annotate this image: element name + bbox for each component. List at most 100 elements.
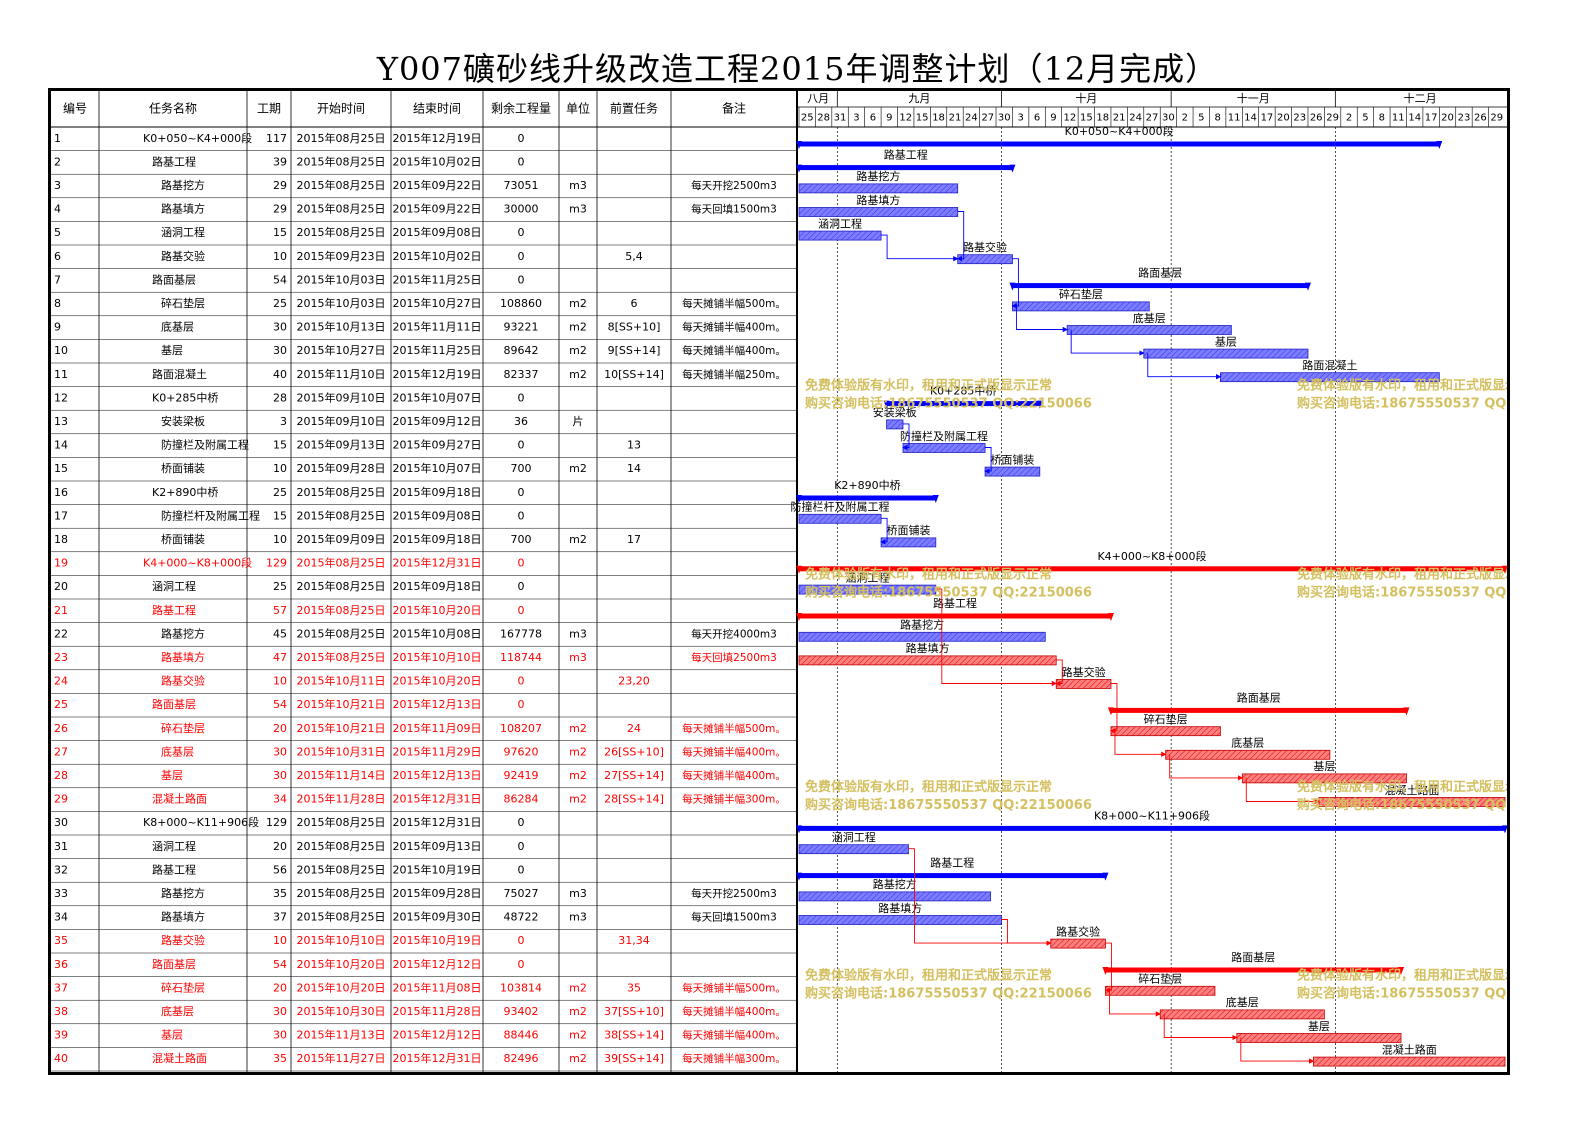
cell-end: 2015年10月02日: [393, 249, 482, 263]
bar-label: 碎石垫层: [1138, 972, 1182, 986]
cell-predecessor: 14: [627, 462, 641, 475]
bar-label: 底基层: [1133, 311, 1166, 325]
day-label: 17: [1261, 113, 1274, 124]
cell-id: 35: [54, 934, 68, 947]
cell-name: 路基交验: [161, 933, 205, 947]
day-label: 30: [998, 113, 1011, 124]
task-bar: [798, 891, 991, 902]
cell-name: 桥面铺装: [161, 462, 205, 475]
cell-duration: 15: [273, 439, 287, 452]
summary-end-cap: [1304, 282, 1311, 291]
task-bar: [886, 419, 904, 430]
cell-name: K8+000~K11+906段: [143, 815, 259, 829]
cell-duration: 57: [273, 604, 287, 617]
cell-end: 2015年10月19日: [393, 933, 482, 947]
cell-name: 防撞栏及附属工程: [161, 438, 249, 452]
cell-id: 7: [54, 273, 61, 286]
cell-duration: 10: [273, 533, 287, 546]
cell-end: 2015年10月08日: [393, 626, 482, 640]
cell-quantity: 0: [518, 840, 525, 853]
cell-note: 每天摊铺半幅400m。: [682, 321, 786, 334]
cell-unit: m2: [569, 793, 587, 806]
cell-end: 2015年09月22日: [393, 202, 482, 216]
cell-name: 底基层: [161, 744, 194, 758]
cell-end: 2015年09月18日: [393, 485, 482, 499]
dependency-arrow: [1240, 1037, 1315, 1064]
cell-id: 21: [54, 604, 68, 617]
dependency-arrow: [902, 423, 910, 451]
cell-start: 2015年08月25日: [297, 202, 386, 216]
cell-end: 2015年12月12日: [393, 957, 482, 971]
watermark-text: 免费体验版有水印，租用和正式版显示正常: [1297, 968, 1507, 984]
dependency-arrow: [1110, 683, 1118, 734]
cell-predecessor: 39[SS+14]: [604, 1052, 664, 1065]
cell-quantity: 86284: [504, 793, 539, 806]
day-label: 31: [834, 113, 847, 124]
task-bar: [798, 844, 909, 855]
cell-duration: 30: [273, 769, 287, 782]
bar-label: 路面基层: [1237, 691, 1281, 704]
bar-label: 路基填方: [878, 901, 922, 915]
cell-end: 2015年09月22日: [393, 178, 482, 192]
cell-end: 2015年11月08日: [393, 980, 482, 994]
cell-id: 22: [54, 627, 68, 640]
cell-start: 2015年09月10日: [297, 390, 386, 404]
cell-start: 2015年08月25日: [297, 603, 386, 617]
task-bar: [798, 230, 882, 241]
cell-quantity: 92419: [504, 769, 539, 782]
cell-unit: m2: [569, 722, 587, 735]
task-bar: [984, 466, 1041, 477]
cell-end: 2015年12月19日: [393, 367, 482, 381]
dependency-arrow: [1147, 353, 1222, 380]
watermark-text: 购买咨询电话:18675550537 QQ:22150066: [805, 797, 1092, 813]
summary-end-cap: [1009, 164, 1016, 173]
day-label: 2: [1182, 113, 1188, 124]
task-bar: [1105, 985, 1216, 996]
cell-name: 防撞栏杆及附属工程: [161, 508, 260, 522]
dependency-arrow: [1104, 942, 1112, 993]
day-label: 24: [1129, 113, 1142, 124]
cell-unit: m2: [569, 533, 587, 546]
watermark-text: 购买咨询电话:18675550537 QQ:22150066: [805, 585, 1092, 601]
task-bar: [798, 915, 1002, 925]
cell-id: 13: [54, 415, 68, 428]
cell-duration: 25: [273, 486, 287, 499]
cell-start: 2015年10月20日: [297, 957, 386, 971]
cell-duration: 15: [273, 226, 287, 239]
cell-end: 2015年12月31日: [393, 792, 482, 806]
cell-name: K0+285中桥: [152, 391, 218, 404]
cell-name: 路基挖方: [161, 178, 205, 192]
watermark-text: 免费体验版有水印，租用和正式版显示正常: [805, 378, 1052, 394]
cell-id: 30: [54, 816, 68, 829]
cell-name: K4+000~K8+000段: [143, 556, 252, 570]
cell-name: 基层: [161, 344, 183, 357]
task-bar: [902, 443, 986, 453]
cell-id: 39: [54, 1029, 68, 1042]
cell-predecessor: 13: [627, 439, 641, 452]
bar-label: 路基交验: [963, 240, 1007, 254]
cell-quantity: 108860: [500, 297, 542, 310]
cell-id: 19: [54, 557, 68, 570]
cell-predecessor: 37[SS+10]: [604, 1005, 664, 1018]
cell-note: 每天摊铺半幅300m。: [682, 1052, 786, 1065]
cell-unit: m2: [569, 1029, 587, 1042]
cell-end: 2015年11月28日: [393, 1004, 482, 1018]
bar-label: 涵洞工程: [818, 216, 862, 230]
cell-end: 2015年10月27日: [393, 296, 482, 310]
cell-quantity: 89642: [504, 344, 539, 357]
task-bar: [1165, 749, 1331, 760]
summary-start-cap: [796, 825, 802, 834]
watermark-text: 免费体验版有水印，租用和正式版显示正常: [1297, 779, 1507, 795]
cell-predecessor: 6: [631, 297, 638, 310]
cell-quantity: 93402: [504, 1005, 539, 1018]
cell-start: 2015年08月25日: [297, 485, 386, 499]
day-label: 17: [1425, 113, 1438, 124]
cell-start: 2015年08月25日: [297, 650, 386, 664]
cell-end: 2015年09月08日: [393, 225, 482, 239]
cell-name: 路面基层: [152, 698, 196, 711]
cell-unit: m3: [569, 179, 587, 192]
cell-start: 2015年10月21日: [297, 697, 386, 711]
cell-start: 2015年11月28日: [297, 792, 386, 806]
cell-duration: 29: [273, 179, 287, 192]
summary-start-cap: [1009, 282, 1016, 291]
